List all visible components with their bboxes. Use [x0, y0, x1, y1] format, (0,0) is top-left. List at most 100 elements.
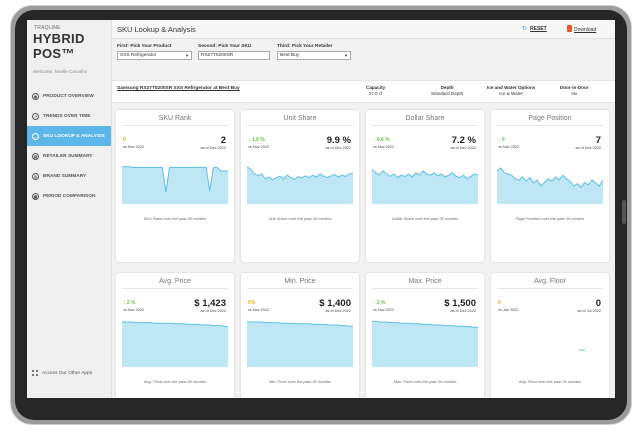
card-divider	[497, 288, 603, 289]
sparkline-chart	[579, 349, 585, 351]
sidebar-item-brand-summary[interactable]: ◎ BRAND SUMMARY	[27, 166, 111, 186]
metric-title: Max. Price	[408, 278, 442, 285]
sparkline-area	[122, 166, 228, 204]
metric-card-dollar-share: Dollar Share ↑ 0.6 % vs Nov 2022 7.2 % as of…	[366, 110, 484, 262]
sku-filter-label: Second: Pick Your SKU	[198, 44, 252, 49]
sidebar-nav: ◉ PRODUCT OVERVIEW ↗ TRENDS OVER TIME … SKU L…	[27, 86, 111, 206]
metric-change: ↑ 0.6 %	[373, 137, 390, 143]
retailer-filter-label: Third: Pick Your Retailer	[277, 44, 333, 49]
metric-title: Page Position	[528, 115, 572, 122]
chart-caption: Avg. Floor over the past 30 months	[518, 379, 582, 384]
spec-door-in-door: Door-in-Door No	[560, 85, 589, 96]
comparison-period: vs Nov 2022	[123, 145, 145, 149]
overview-icon: ◉	[32, 92, 39, 100]
download-button[interactable]: Download	[574, 27, 597, 33]
sidebar-item-label: PRODUCT OVERVIEW	[43, 93, 94, 99]
comparison-period: vs Nov 2022	[123, 308, 145, 312]
chart-caption: Avg. Price over the past 30 months	[143, 379, 207, 384]
trend-icon: ↗	[32, 112, 39, 120]
sparkline-area	[497, 168, 603, 204]
brand-logo[interactable]: HYBRID POS™	[33, 31, 85, 61]
metric-card-max-price: Max. Price ↑ 2 % vs Nov 2022 $ 1,500 as of D…	[366, 273, 484, 398]
chevron-down-icon: ▼	[185, 53, 189, 58]
product-select[interactable]: SXS Refrigerator ▼	[117, 51, 192, 60]
apps-grid-icon	[32, 370, 38, 376]
metric-card-unit-share: Unit Share ↑ 1.0 % vs Nov 2022 9.9 % as of D…	[241, 110, 359, 262]
sparkline-chart	[122, 321, 228, 367]
metric-card-sku-rank: SKU Rank 0 vs Nov 2022 2 as of Dec 2022 SKU R…	[116, 110, 234, 262]
chart-caption: SKU Rank over the past 30 months	[143, 216, 207, 221]
as-of-date: as of Dec 2022	[200, 309, 226, 313]
sparkline-line	[122, 321, 228, 328]
sparkline-line	[497, 167, 603, 188]
spec-depth: Depth Standard Depth	[431, 85, 463, 96]
sparkline-line	[372, 168, 478, 180]
metric-title: Min. Price	[284, 278, 316, 285]
metric-value: 2	[220, 135, 226, 146]
sidebar-item-retailer-summary[interactable]: ▤ RETAILER SUMMARY	[27, 146, 111, 166]
download-icon[interactable]	[567, 25, 572, 32]
sparkline-chart	[497, 167, 603, 204]
chart-caption: Dollar Share over the past 30 months	[391, 216, 459, 221]
spec-label: Capacity	[366, 85, 386, 90]
retailer-select[interactable]: Best Buy ▼	[277, 51, 351, 60]
card-divider	[247, 288, 353, 289]
comparison-period: vs Nov 2022	[498, 145, 520, 149]
metric-card-page-position: Page Position ↓ 0 vs Nov 2022 7 as of Dec 20…	[491, 110, 609, 262]
brand-wordmark-small: TRAQLINE	[34, 25, 61, 31]
sidebar-item-label: TRENDS OVER TIME	[43, 113, 91, 119]
sparkline-area	[247, 166, 353, 204]
sparkline-area	[247, 322, 353, 367]
comparison-period: vs Nov 2022	[373, 145, 395, 149]
sparkline-line	[247, 166, 353, 181]
sidebar-item-label: RETAILER SUMMARY	[43, 153, 93, 159]
spec-capacity: Capacity 27.0 cf	[366, 85, 385, 96]
access-other-apps-link[interactable]: Access Our Other Apps	[32, 370, 92, 376]
chart-caption: Max. Price over the past 30 months	[393, 379, 457, 384]
sidebar-item-sku-lookup-analysis[interactable]: … SKU LOOKUP & ANALYSIS	[27, 126, 111, 146]
page-title: SKU Lookup & Analysis	[117, 25, 196, 34]
sidebar-item-label: PERIOD COMPARISON	[43, 193, 96, 199]
chevron-down-icon: ▼	[344, 53, 348, 58]
spec-label: Depth	[440, 85, 454, 90]
as-of-date: as of Dec 2022	[575, 146, 601, 150]
sidebar-item-product-overview[interactable]: ◉ PRODUCT OVERVIEW	[27, 86, 111, 106]
comparison-period: vs Nov 2022	[248, 145, 270, 149]
metric-title: Unit Share	[283, 115, 317, 122]
sidebar: TRAQLINE HYBRID POS™ Welcome, Noelle Car…	[27, 20, 112, 398]
sidebar-item-trends-over-time[interactable]: ↗ TRENDS OVER TIME	[27, 106, 111, 126]
sparkline-chart	[247, 321, 353, 367]
retailer-select-value: Best Buy	[280, 53, 300, 58]
access-other-apps-label: Access Our Other Apps	[42, 370, 93, 376]
chart-caption: Min. Price over the past 30 months	[269, 379, 331, 384]
metric-title: Dollar Share	[405, 115, 445, 122]
metric-title: SKU Rank	[158, 115, 192, 122]
reset-icon[interactable]: ↻	[522, 26, 528, 32]
as-of-date: as of Dec 2022	[325, 309, 351, 313]
metric-value: 0	[595, 298, 601, 309]
sparkline-line	[372, 320, 478, 328]
metric-value: 9.9 %	[326, 135, 351, 146]
card-divider	[122, 125, 228, 126]
tablet-side-button	[622, 200, 626, 224]
header-bar: SKU Lookup & Analysis ↻ RESET Download	[112, 20, 615, 39]
sidebar-item-period-comparison[interactable]: ▦ PERIOD COMPARISON	[27, 186, 111, 206]
sparkline-line	[122, 166, 228, 193]
period-icon: ▦	[32, 192, 39, 200]
comparison-period: vs Jun 2022	[498, 308, 519, 312]
card-divider	[372, 125, 478, 126]
retailer-icon: ▤	[32, 152, 39, 160]
sku-input-value: RS27T5200SR	[201, 53, 234, 58]
sparkline-chart	[372, 320, 478, 367]
reset-button[interactable]: RESET	[530, 26, 547, 32]
as-of-date: as of Jul 2022	[577, 309, 601, 313]
product-select-value: SXS Refrigerator	[120, 53, 157, 58]
sparkline-area	[122, 322, 228, 367]
sku-input[interactable]: RS27T5200SR	[198, 51, 270, 60]
product-name-link[interactable]: Samsung RS27T5200SR SXS Refrigerator at …	[117, 86, 240, 91]
as-of-date: as of Dec 2022	[200, 146, 226, 150]
main-content: SKU Lookup & Analysis ↻ RESET Download F…	[112, 20, 615, 398]
chart-caption: Page Position over the past 30 months	[515, 216, 585, 221]
spec-value: Ice & Water	[499, 91, 524, 96]
metric-change: 0%	[248, 300, 256, 306]
